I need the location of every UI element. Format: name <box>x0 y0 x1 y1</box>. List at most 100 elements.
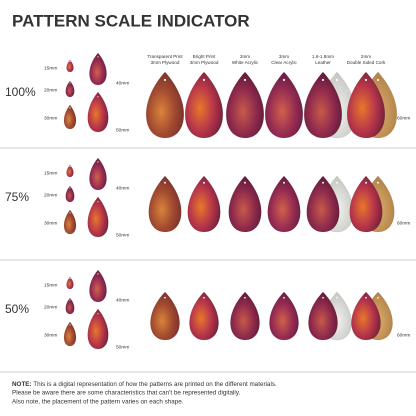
size-label: 15mm <box>44 170 57 176</box>
teardrop <box>269 291 299 341</box>
hole <box>335 78 339 82</box>
size-label: 60mm <box>397 332 410 338</box>
material-label: Double Sided Cork <box>347 60 386 65</box>
hole <box>69 187 71 189</box>
hole <box>164 296 166 299</box>
teardrop <box>187 175 221 233</box>
material-label: Clear Acrylic <box>271 60 297 65</box>
size-label: 15mm <box>44 282 57 288</box>
hole <box>69 60 71 63</box>
note-line: Also note, the placement of the pattern … <box>12 399 184 406</box>
teardrop <box>89 157 107 191</box>
teardrop <box>148 175 182 233</box>
material-label: White Acrylic <box>232 60 259 65</box>
hole <box>203 181 205 184</box>
teardrop <box>230 291 260 341</box>
hole <box>283 181 285 184</box>
hole <box>97 201 99 203</box>
size-label: 20mm <box>44 304 57 310</box>
hole <box>244 181 246 184</box>
teardrop <box>65 297 75 315</box>
teardrop <box>306 175 340 233</box>
note-line: Please be aware there are some character… <box>12 390 240 397</box>
material-label: 3mm Plywood <box>151 60 180 65</box>
teardrop <box>66 276 74 290</box>
size-label: 50mm <box>116 127 129 133</box>
size-label: 40mm <box>116 185 129 191</box>
material-label: 1.6-1.8mm <box>312 54 334 59</box>
teardrop <box>228 175 262 233</box>
scale-label: 100% <box>5 85 36 99</box>
hole <box>203 296 205 299</box>
hole <box>321 78 325 82</box>
teardrop <box>87 91 109 133</box>
size-label: 40mm <box>116 297 129 303</box>
material-label: 3mm <box>240 54 250 59</box>
size-label: 30mm <box>44 332 57 338</box>
size-label: 30mm <box>44 220 57 226</box>
teardrop <box>66 59 74 73</box>
scale-label: 75% <box>5 190 29 204</box>
teardrop <box>184 71 224 139</box>
hole <box>69 324 71 326</box>
teardrop <box>63 321 77 347</box>
hole <box>163 78 167 82</box>
hole <box>243 78 247 82</box>
teardrop <box>87 308 109 350</box>
material-label: 3mm <box>279 54 289 59</box>
hole <box>365 181 367 184</box>
teardrop <box>225 71 265 139</box>
size-label: 20mm <box>44 192 57 198</box>
hole <box>97 96 99 98</box>
material-label: Transparent Print <box>147 54 183 59</box>
hole <box>97 273 99 275</box>
teardrop <box>349 175 383 233</box>
size-label: 30mm <box>44 115 57 121</box>
hole <box>282 78 286 82</box>
hole <box>69 107 71 109</box>
teardrop <box>264 71 304 139</box>
hole <box>164 181 166 184</box>
size-label: 60mm <box>397 115 410 121</box>
teardrop <box>308 291 338 341</box>
size-label: 50mm <box>116 344 129 350</box>
hole <box>97 56 99 58</box>
material-label: Leather <box>315 60 331 65</box>
hole <box>377 181 379 184</box>
hole <box>244 296 246 299</box>
size-label: 15mm <box>44 65 57 71</box>
note-label: NOTE: <box>12 381 32 388</box>
hole <box>69 165 71 168</box>
hole <box>69 82 71 84</box>
hole <box>364 78 368 82</box>
teardrop <box>87 196 109 238</box>
teardrop <box>65 80 75 98</box>
teardrop <box>89 269 107 303</box>
teardrop <box>351 291 381 341</box>
hole <box>69 277 71 280</box>
hole <box>322 181 324 184</box>
note-text: This is a digital representation of how … <box>33 381 277 388</box>
teardrop <box>150 291 180 341</box>
teardrop <box>66 164 74 178</box>
hole <box>322 296 324 299</box>
teardrop <box>267 175 301 233</box>
teardrop <box>63 104 77 130</box>
note-line: NOTE: This is a digital representation o… <box>12 381 277 388</box>
size-label: 60mm <box>397 220 410 226</box>
hole <box>97 313 99 315</box>
hole <box>69 299 71 301</box>
hole <box>336 296 338 299</box>
hole <box>69 212 71 214</box>
hole <box>202 78 206 82</box>
hole <box>283 296 285 299</box>
size-label: 40mm <box>116 80 129 86</box>
teardrop <box>145 71 185 139</box>
size-label: 50mm <box>116 232 129 238</box>
hole <box>336 181 338 184</box>
teardrop <box>189 291 219 341</box>
material-label: Bright Print <box>193 54 216 59</box>
hole <box>365 296 367 299</box>
teardrop <box>89 52 107 86</box>
title: PATTERN SCALE INDICATOR <box>12 11 250 30</box>
